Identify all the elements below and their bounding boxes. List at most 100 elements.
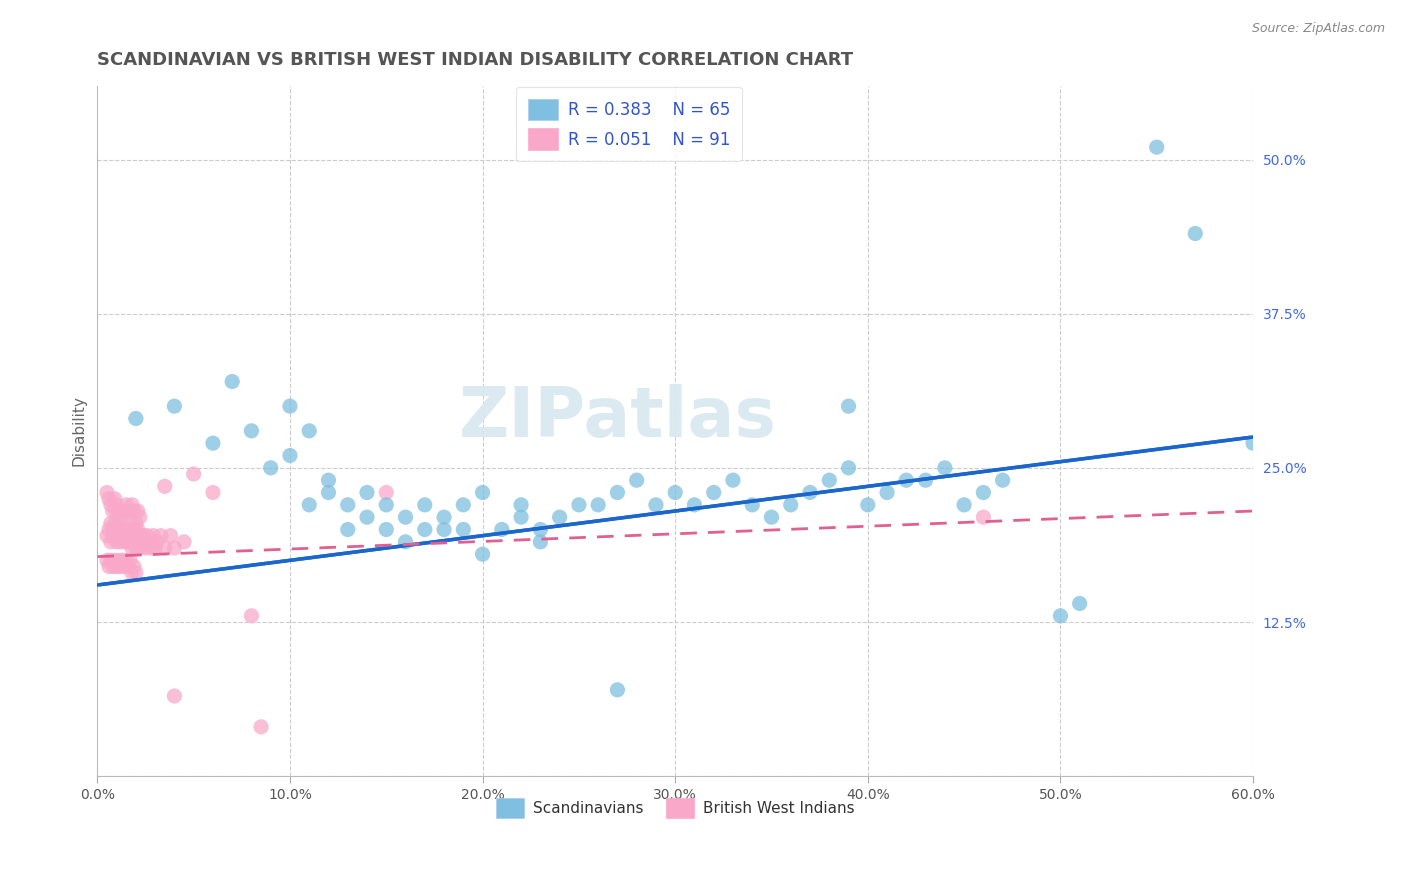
Point: [606, 485, 628, 500]
Point: [375, 485, 398, 500]
Point: [856, 498, 879, 512]
Point: [336, 498, 359, 512]
Point: [96, 485, 118, 500]
Point: [375, 523, 398, 537]
Point: [131, 534, 153, 549]
Point: [201, 436, 224, 450]
Point: [117, 529, 139, 543]
Point: [104, 529, 127, 543]
Point: [115, 529, 138, 543]
Point: [491, 523, 513, 537]
Point: [142, 529, 165, 543]
Point: [645, 498, 668, 512]
Point: [1146, 140, 1168, 154]
Point: [101, 504, 124, 518]
Point: [149, 529, 172, 543]
Point: [201, 485, 224, 500]
Point: [110, 529, 132, 543]
Point: [111, 553, 134, 567]
Point: [153, 479, 176, 493]
Point: [122, 523, 145, 537]
Point: [529, 523, 551, 537]
Point: [146, 534, 169, 549]
Point: [110, 534, 132, 549]
Point: [413, 523, 436, 537]
Point: [183, 467, 205, 481]
Point: [125, 541, 148, 555]
Point: [375, 498, 398, 512]
Point: [1069, 597, 1091, 611]
Y-axis label: Disability: Disability: [72, 395, 86, 467]
Point: [1184, 227, 1206, 241]
Point: [163, 399, 186, 413]
Text: ZIPatlas: ZIPatlas: [458, 384, 776, 450]
Point: [433, 510, 456, 524]
Point: [107, 529, 129, 543]
Point: [240, 424, 263, 438]
Point: [972, 485, 994, 500]
Point: [104, 516, 127, 531]
Point: [136, 529, 159, 543]
Point: [953, 498, 976, 512]
Point: [298, 424, 321, 438]
Point: [163, 541, 186, 555]
Point: [134, 541, 156, 555]
Point: [122, 529, 145, 543]
Point: [250, 720, 273, 734]
Point: [153, 541, 176, 555]
Point: [125, 566, 148, 580]
Text: Source: ZipAtlas.com: Source: ZipAtlas.com: [1251, 22, 1385, 36]
Point: [529, 534, 551, 549]
Point: [122, 559, 145, 574]
Point: [127, 529, 149, 543]
Point: [100, 534, 122, 549]
Point: [356, 510, 378, 524]
Point: [934, 460, 956, 475]
Point: [127, 504, 149, 518]
Point: [101, 559, 124, 574]
Point: [107, 553, 129, 567]
Point: [838, 399, 860, 413]
Point: [132, 529, 155, 543]
Point: [125, 516, 148, 531]
Point: [394, 510, 416, 524]
Point: [120, 510, 142, 524]
Point: [318, 473, 340, 487]
Point: [110, 504, 132, 518]
Point: [471, 547, 494, 561]
Point: [115, 523, 138, 537]
Point: [626, 473, 648, 487]
Point: [741, 498, 763, 512]
Point: [1049, 608, 1071, 623]
Point: [101, 529, 124, 543]
Point: [471, 485, 494, 500]
Point: [127, 523, 149, 537]
Point: [120, 529, 142, 543]
Point: [876, 485, 898, 500]
Point: [117, 504, 139, 518]
Point: [117, 534, 139, 549]
Point: [105, 559, 128, 574]
Point: [105, 529, 128, 543]
Point: [112, 534, 135, 549]
Point: [105, 498, 128, 512]
Point: [121, 541, 143, 555]
Point: [125, 529, 148, 543]
Point: [433, 523, 456, 537]
Legend: Scandinavians, British West Indians: Scandinavians, British West Indians: [489, 792, 860, 824]
Point: [128, 510, 150, 524]
Point: [221, 375, 243, 389]
Point: [97, 523, 120, 537]
Point: [101, 523, 124, 537]
Point: [413, 498, 436, 512]
Point: [721, 473, 744, 487]
Point: [453, 523, 475, 537]
Point: [96, 529, 118, 543]
Point: [112, 529, 135, 543]
Point: [510, 510, 533, 524]
Point: [138, 534, 160, 549]
Point: [664, 485, 686, 500]
Point: [112, 559, 135, 574]
Point: [818, 473, 841, 487]
Point: [111, 529, 134, 543]
